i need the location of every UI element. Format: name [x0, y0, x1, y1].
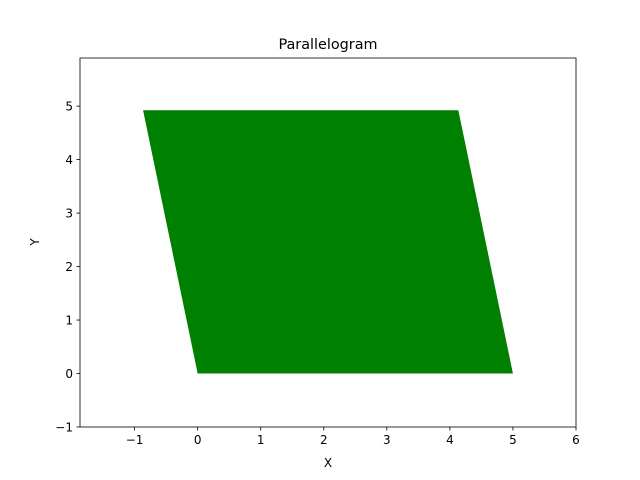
x-tick-label: 0 — [194, 433, 202, 447]
y-tick-label: −1 — [55, 421, 73, 435]
y-axis-ticks: −1 0 1 2 3 4 5 — [55, 100, 80, 435]
y-axis-label: Y — [28, 238, 42, 247]
y-tick-label: 4 — [65, 153, 73, 167]
y-tick-label: 3 — [65, 207, 73, 221]
x-tick-label: 1 — [257, 433, 265, 447]
x-axis-label: X — [324, 456, 332, 470]
y-tick-label: 0 — [65, 367, 73, 381]
plot-area — [79, 57, 577, 428]
y-tick-label: 2 — [65, 260, 73, 274]
chart-title: Parallelogram — [278, 37, 377, 53]
x-tick-label: 3 — [383, 433, 391, 447]
x-tick-label: 2 — [320, 433, 328, 447]
y-tick-label: 1 — [65, 314, 73, 328]
x-axis-ticks: −1 0 1 2 3 4 5 6 — [126, 427, 580, 447]
x-tick-label: −1 — [126, 433, 144, 447]
x-tick-label: 4 — [446, 433, 454, 447]
x-tick-label: 5 — [509, 433, 517, 447]
y-tick-label: 5 — [65, 100, 73, 114]
axes-frame — [79, 57, 577, 428]
parallelogram-shape — [143, 110, 513, 374]
x-tick-label: 6 — [572, 433, 580, 447]
